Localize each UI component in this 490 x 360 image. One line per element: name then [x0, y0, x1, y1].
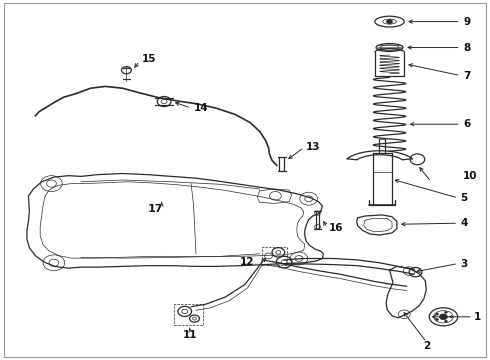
Text: 16: 16 — [329, 222, 344, 233]
Circle shape — [440, 314, 447, 320]
Text: 13: 13 — [306, 141, 321, 152]
Text: 12: 12 — [240, 257, 255, 267]
Text: 15: 15 — [142, 54, 157, 64]
Text: 6: 6 — [463, 119, 470, 129]
Text: 5: 5 — [461, 193, 468, 203]
Text: 9: 9 — [463, 17, 470, 27]
Text: 17: 17 — [148, 204, 164, 214]
Text: 2: 2 — [423, 341, 430, 351]
Circle shape — [444, 311, 447, 314]
Circle shape — [444, 320, 447, 322]
Circle shape — [436, 313, 439, 315]
Circle shape — [436, 319, 439, 321]
Text: 4: 4 — [461, 218, 468, 228]
Text: 7: 7 — [463, 71, 470, 81]
Text: 1: 1 — [474, 312, 481, 322]
Circle shape — [387, 19, 392, 24]
Text: 14: 14 — [194, 103, 208, 113]
Text: 10: 10 — [463, 171, 478, 181]
Circle shape — [450, 316, 453, 318]
Text: 11: 11 — [183, 330, 197, 340]
Text: 3: 3 — [461, 258, 468, 269]
Text: 8: 8 — [463, 42, 470, 53]
